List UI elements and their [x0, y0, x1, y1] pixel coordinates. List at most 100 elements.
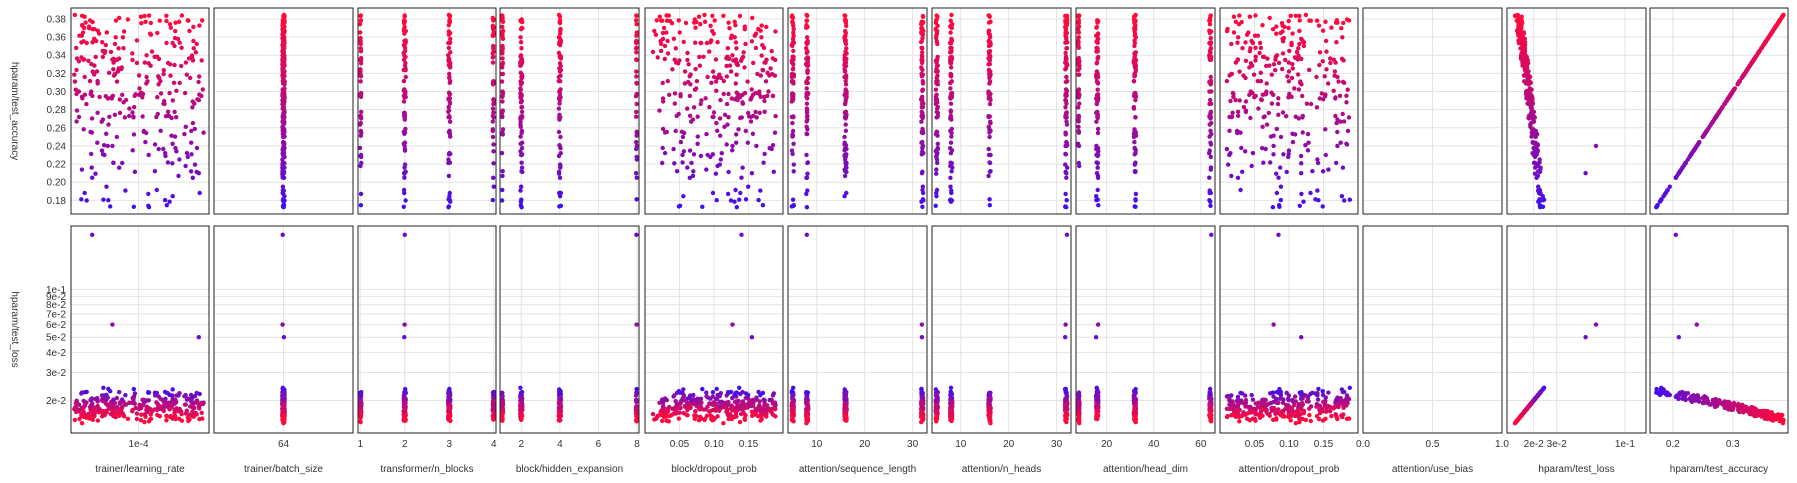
data-point: [661, 25, 667, 31]
data-point: [681, 194, 686, 199]
data-point: [1737, 79, 1742, 84]
data-point: [711, 74, 717, 80]
data-point: [280, 115, 285, 120]
data-point: [1522, 46, 1528, 51]
data-point: [519, 152, 525, 157]
data-point: [949, 188, 954, 193]
data-point: [714, 198, 719, 203]
data-point: [119, 66, 124, 72]
data-point: [1230, 90, 1236, 96]
data-point: [84, 389, 89, 395]
data-point: [110, 322, 115, 327]
data-point: [196, 79, 201, 85]
data-point: [448, 418, 453, 423]
data-point: [1133, 150, 1138, 156]
data-point: [761, 45, 767, 50]
data-point: [634, 143, 640, 149]
data-point: [804, 35, 810, 40]
data-point: [719, 151, 724, 156]
data-point: [948, 45, 953, 50]
data-point: [1536, 184, 1541, 189]
data-point: [192, 101, 197, 106]
data-point: [1208, 167, 1214, 172]
data-point: [195, 97, 200, 102]
data-point: [557, 112, 562, 118]
data-point: [680, 152, 685, 158]
data-point: [1341, 20, 1346, 26]
data-point: [74, 119, 79, 124]
data-point: [518, 40, 524, 45]
panel-frame: [70, 7, 210, 215]
data-point: [677, 30, 682, 35]
data-point: [734, 132, 739, 137]
data-point: [791, 115, 796, 120]
data-point: [1226, 162, 1231, 167]
data-point: [949, 169, 954, 174]
data-point: [1286, 18, 1291, 24]
data-point: [988, 128, 993, 133]
data-point: [1248, 46, 1253, 51]
data-point: [842, 134, 847, 140]
data-point: [1064, 74, 1069, 80]
data-point: [843, 28, 848, 34]
data-point: [687, 175, 692, 180]
data-point: [1335, 129, 1340, 135]
data-point: [199, 93, 204, 99]
data-point: [919, 171, 925, 176]
data-point: [1063, 191, 1068, 197]
data-point: [804, 46, 809, 51]
data-point: [692, 87, 698, 92]
data-point: [934, 57, 940, 63]
data-point: [1322, 74, 1327, 79]
data-point: [843, 92, 849, 97]
data-point: [791, 162, 796, 167]
data-point: [743, 128, 748, 134]
data-point: [634, 109, 639, 115]
data-point: [95, 396, 100, 401]
data-point: [1768, 32, 1773, 37]
data-point: [724, 74, 729, 79]
data-point: [685, 165, 690, 170]
data-point: [634, 80, 639, 86]
data-point: [138, 90, 144, 95]
data-point: [280, 134, 286, 140]
data-point: [1518, 23, 1524, 28]
data-point: [753, 45, 759, 51]
data-point: [491, 49, 496, 54]
data-point: [72, 79, 78, 84]
data-point: [120, 404, 125, 410]
data-point: [805, 40, 810, 46]
data-point: [1323, 127, 1328, 132]
data-point: [500, 94, 505, 100]
data-point: [790, 197, 796, 202]
data-point: [402, 53, 407, 58]
data-point: [842, 66, 847, 72]
data-point: [1297, 41, 1302, 47]
data-point: [446, 23, 451, 28]
data-point: [1094, 75, 1099, 81]
data-point: [729, 33, 734, 38]
data-point: [733, 81, 738, 86]
data-point: [678, 401, 683, 406]
data-point: [738, 190, 743, 196]
data-point: [144, 74, 149, 80]
data-point: [634, 133, 639, 138]
data-point: [146, 191, 151, 197]
data-point: [182, 402, 188, 407]
data-point: [280, 55, 286, 61]
data-point: [660, 397, 665, 402]
data-point: [402, 112, 408, 118]
data-point: [99, 119, 104, 124]
data-point: [164, 418, 169, 423]
data-point: [146, 390, 152, 395]
data-point: [1133, 62, 1138, 67]
data-point: [1235, 175, 1241, 180]
data-point: [1321, 97, 1326, 102]
data-point: [673, 46, 678, 51]
data-point: [518, 188, 523, 193]
data-point: [1317, 62, 1322, 68]
data-point: [1224, 146, 1230, 152]
data-point: [170, 387, 175, 392]
data-point: [1516, 17, 1521, 22]
data-point: [763, 79, 769, 84]
